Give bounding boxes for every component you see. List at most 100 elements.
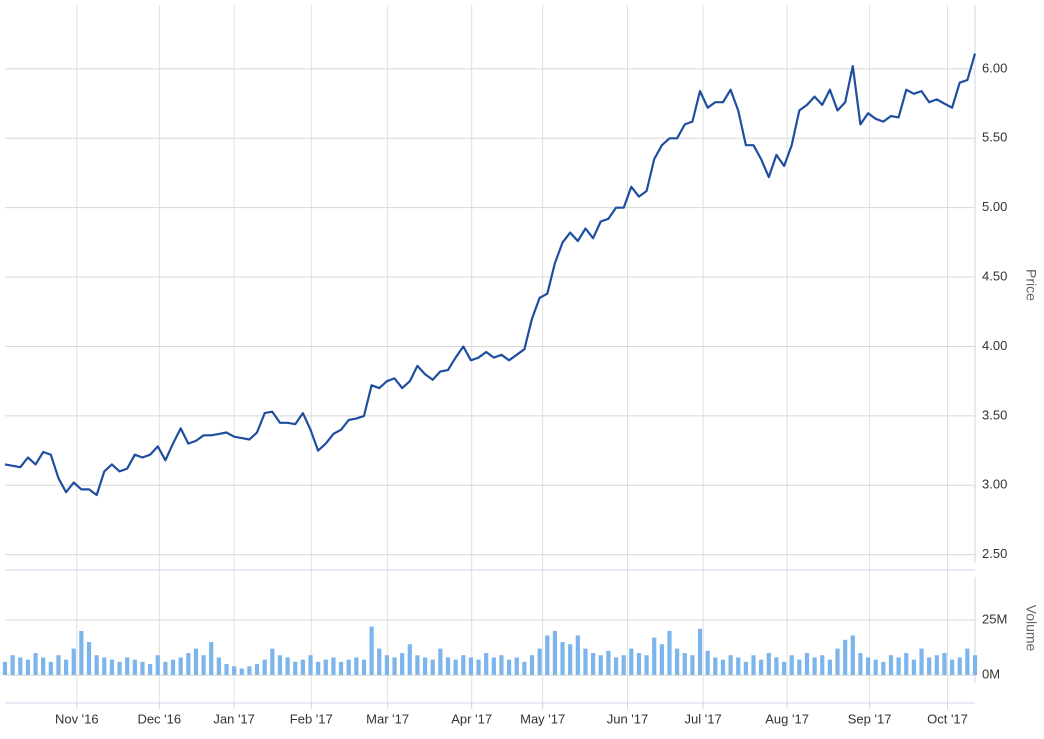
price-line [4,53,977,497]
y-tick-label: 0M [982,667,1000,682]
volume-bar [33,653,38,676]
volume-bar [972,655,978,676]
y-tick-label: 5.00 [982,199,1007,214]
volume-bar [560,642,565,676]
volume-bar [575,635,580,676]
volume-bar [308,655,313,676]
volume-bar [705,650,710,676]
volume-bar [79,630,84,676]
volume-bar [2,661,8,676]
volume-bar [476,659,481,676]
volume-bar [140,661,145,676]
volume-bar [361,659,367,676]
volume-bar [514,657,519,676]
y-tick-label: 2.50 [982,546,1007,561]
y-axis-label: Volume [1023,605,1039,652]
volume-bar [812,657,817,676]
y-tick-label: 4.00 [982,338,1007,353]
volume-bar [835,648,840,676]
volume-bar [522,661,527,676]
y-tick-label: 3.50 [982,407,1007,422]
volume-bar [445,657,451,676]
x-tick-label: Oct '17 [927,711,968,726]
volume-bar [453,659,458,676]
x-tick-label: Dec '16 [137,711,181,726]
volume-bar [155,655,160,676]
y-tick-label: 5.50 [982,130,1007,145]
volume-bar [697,628,703,676]
volume-bar [736,657,741,676]
volume-bar [392,657,397,676]
volume-bar [25,659,31,676]
volume-bar [919,648,924,676]
volume-bar [262,659,267,676]
volume-bar [323,659,328,676]
volume-bar [232,666,237,676]
volume-bar [949,659,955,676]
volume-bar [644,655,649,676]
volume-bar [636,653,642,676]
volume-bar [781,661,787,676]
volume-bar [354,657,359,676]
volume-bar [201,655,206,676]
volume-bar [850,635,855,676]
volume-bar [18,657,23,676]
volume-bar [797,659,802,676]
y-tick-label: 6.00 [982,60,1007,75]
volume-bar [109,659,115,676]
volume-bar [568,644,573,676]
volume-bar [766,653,771,676]
volume-bar [506,659,512,676]
volume-bar [484,653,489,676]
volume-bar [682,653,687,676]
x-tick-label: Nov '16 [55,711,99,726]
volume-bar [804,653,810,676]
volume-bar [499,655,504,676]
volume-bar [300,659,305,676]
volume-bar [216,657,221,676]
volume-bar [751,655,756,676]
volume-bar [422,657,428,676]
y-tick-label: 4.50 [982,268,1007,283]
volume-bar [743,661,748,676]
volume-bar [377,648,382,676]
volume-bar [254,664,260,676]
x-tick-label: Aug '17 [765,711,809,726]
volume-bar [316,661,321,676]
volume-bar [927,657,932,676]
volume-bar [858,653,863,676]
volume-bar [346,659,351,676]
volume-bar [277,655,283,676]
volume-bar [102,657,107,676]
volume-bar [491,657,496,676]
volume-bar [193,648,199,676]
volume-bar [239,668,244,676]
y-tick-label: 25M [982,611,1007,626]
volume-bar [728,655,733,676]
volume-bar [667,630,672,676]
volume-bar [629,648,634,676]
volume-bar [690,655,695,676]
volume-bar [545,635,550,676]
volume-bar [10,655,15,676]
volume-bar [209,642,214,676]
volume-bar [369,626,374,676]
volume-bar [606,650,611,676]
volume-bar [400,653,405,676]
volume-bar [774,657,779,676]
x-tick-label: Jan '17 [213,711,255,726]
volume-bar [598,655,603,676]
volume-bar [652,637,657,676]
x-tick-label: Jul '17 [685,711,722,726]
x-tick-label: Apr '17 [451,711,492,726]
volume-bar [827,659,832,676]
volume-bar [468,657,474,676]
volume-bar [338,661,344,676]
volume-bar [438,648,443,676]
volume-bar [904,653,909,676]
volume-bar [965,648,970,676]
volume-bar [163,661,168,676]
volume-bar [552,630,558,676]
